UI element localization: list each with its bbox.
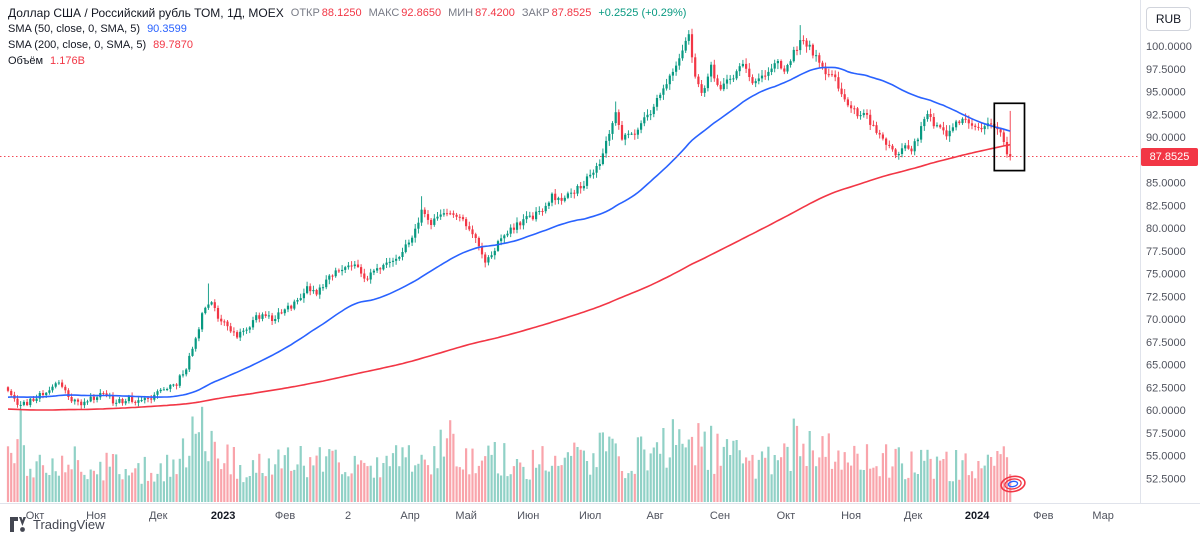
time-axis-label: 2 [345,510,351,522]
time-axis-label: Дек [904,510,923,522]
price-axis-label: 80.0000 [1146,223,1186,235]
price-axis-label: 82.5000 [1146,200,1186,212]
time-axis-label: 2023 [211,510,235,522]
sma50-label: SMA (50, close, 0, SMA, 5) [8,23,141,35]
sma50-value: 90.3599 [147,23,187,35]
time-axis-label: Ноя [86,510,106,522]
price-axis-label: 72.5000 [1146,291,1186,303]
ohlc-close: ЗАКР 87.8525 [522,7,592,20]
low-label: МИН [448,7,474,19]
time-axis[interactable]: Окт Ноя Дек 2023 Фев 2 Апр Май Июн Июл Авг Сен Окт Но… [26,510,1114,522]
currency-unit-button[interactable]: RUB [1146,7,1191,31]
volume-value: 1.176B [50,55,85,67]
indicator-row-sma200[interactable]: SMA (200, close, 0, SMA, 5) 89.7870 [8,39,686,52]
stamp-icon [1000,475,1026,493]
chart-legend: Доллар США / Российский рубль ТОМ, 1Д, M… [8,7,686,68]
tradingview-logo[interactable]: TradingView [10,517,105,532]
symbol-row[interactable]: Доллар США / Российский рубль ТОМ, 1Д, M… [8,7,686,20]
ohlc-low: МИН 87.4200 [448,7,515,20]
volume-label: Объём [8,55,44,67]
price-axis-label: 92.5000 [1146,109,1186,121]
price-axis-label: 85.0000 [1146,178,1186,190]
price-axis-label: 65.0000 [1146,360,1186,372]
low-value: 87.4200 [475,7,515,19]
sma-50-line [7,66,1011,399]
time-axis-label: Июн [517,510,539,522]
time-axis-label: Июл [579,510,601,522]
last-price-tag: 87.8525 [1141,148,1198,166]
ohlc-open: ОТКР 88.1250 [291,7,362,20]
high-label: МАКС [368,7,400,19]
price-axis-label: 75.0000 [1146,269,1186,281]
time-axis-label: Дек [149,510,168,522]
indicator-row-sma50[interactable]: SMA (50, close, 0, SMA, 5) 90.3599 [8,23,686,36]
price-axis-label: 95.0000 [1146,87,1186,99]
candlestick-series [6,25,1012,410]
open-label: ОТКР [290,7,320,19]
high-value: 92.8650 [401,7,442,19]
close-label: ЗАКР [521,7,550,19]
tradingview-icon [10,517,26,532]
sma200-label: SMA (200, close, 0, SMA, 5) [8,39,147,51]
time-axis-label: Ноя [841,510,861,522]
tradingview-logo-text: TradingView [33,517,105,532]
price-axis-label: 90.0000 [1146,132,1186,144]
price-axis-label: 100.0000 [1146,41,1192,53]
change-value: +0.2525 (+0.29%) [598,7,687,19]
time-axis-label: Сен [710,510,730,522]
price-axis-label: 57.5000 [1146,428,1186,440]
time-axis-label: Фев [275,510,295,522]
annotation-rectangle[interactable] [993,102,1026,172]
open-value: 88.1250 [321,7,362,19]
price-axis-label: 52.5000 [1146,473,1186,485]
time-axis-label: Май [455,510,477,522]
price-axis-label: 97.5000 [1146,64,1186,76]
time-axis-label: Авг [646,510,663,522]
price-axis-label: 67.5000 [1146,337,1186,349]
price-axis-label: 70.0000 [1146,314,1186,326]
ohlc-high: МАКС 92.8650 [369,7,442,20]
sma200-value: 89.7870 [153,39,193,51]
time-axis-label: Мар [1092,510,1114,522]
time-axis-label: Фев [1033,510,1053,522]
close-value: 87.8525 [551,7,592,19]
price-axis-label: 55.0000 [1146,451,1186,463]
symbol-title[interactable]: Доллар США / Российский рубль ТОМ, 1Д, M… [8,6,284,20]
time-axis-label: Апр [400,510,419,522]
price-axis-label: 62.5000 [1146,382,1186,394]
time-axis-label: Окт [777,510,796,522]
volume-pane [6,406,1012,502]
time-axis-label: 2024 [965,510,990,522]
price-axis-label: 60.0000 [1146,405,1186,417]
time-axis-label: Окт [26,510,45,522]
sma-200-line [7,143,1011,411]
price-axis[interactable]: 100.0000 97.5000 95.0000 92.5000 90.0000 85.0… [1146,41,1192,485]
price-axis-label: 77.5000 [1146,246,1186,258]
volume-row[interactable]: Объём 1.176B [8,55,686,68]
